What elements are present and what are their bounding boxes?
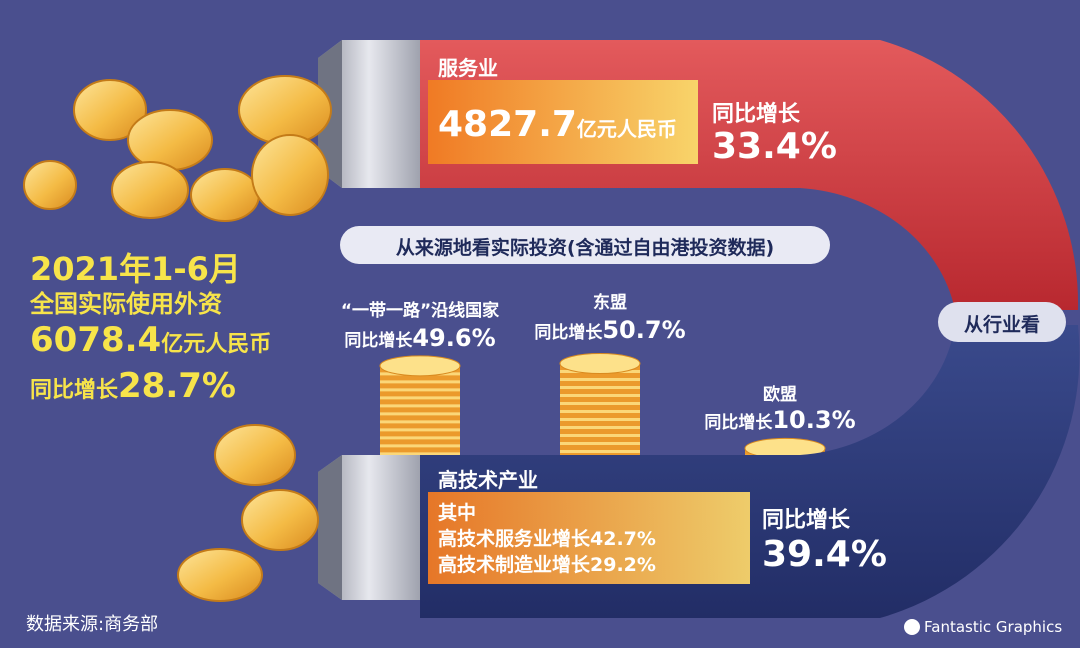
services-growth-value: 33.4% [712,126,837,167]
services-amount: 4827.7亿元人民币 [438,104,677,145]
region-growth-prefix: 同比增长 [344,331,413,351]
summary-amount-value: 6078.4 [30,320,162,360]
summary-subject: 全国实际使用外资 [30,290,222,318]
brand-name: Fantastic Graphics [924,618,1063,636]
panda-icon [904,619,920,635]
hightech-detail-panel [428,492,750,584]
hightech-title: 高技术产业 [438,468,538,492]
hightech-growth-label: 同比增长 [762,508,851,533]
region-name-eu: 欧盟 [763,385,797,405]
source-view-label: 从来源地看实际投资(含通过自由港投资数据) [395,237,775,259]
coin-stack-0 [379,355,461,472]
hightech-growth-value: 39.4% [762,534,887,575]
region-name-asean: 东盟 [593,293,627,313]
hightech-detail-line1: 其中 [438,502,477,524]
source-note: 数据来源:商务部 [26,614,159,635]
region-growth-value: 10.3% [772,406,856,434]
region-growth-prefix: 同比增长 [704,413,773,433]
upper-pole-tip [318,40,420,188]
hightech-detail-line3: 高技术制造业增长29.2% [438,554,656,576]
services-growth-label: 同比增长 [712,102,801,127]
region-growth-value: 49.6% [412,324,496,352]
summary-growth-label: 同比增长 [30,378,119,403]
region-growth-asean: 同比增长50.7% [520,316,700,344]
region-growth-prefix: 同比增长 [534,323,603,343]
source-view-pill [340,226,830,264]
coin-stack-1 [559,353,641,470]
region-growth-belt-road: 同比增长49.6% [330,324,510,352]
coin-pile-bottom-left [177,424,319,602]
services-title: 服务业 [438,56,498,80]
summary-period: 2021年1-6月 [30,250,241,288]
region-name-belt-road: “一带一路”沿线国家 [340,301,500,321]
summary-growth: 同比增长28.7% [30,366,236,406]
industry-view-label: 从行业看 [963,314,1040,336]
industry-view-pill [938,302,1066,342]
region-growth-value: 50.7% [602,316,686,344]
coin-pile-top-left [23,75,332,222]
region-growth-eu: 同比增长10.3% [690,406,870,434]
brand-mark: Fantastic Graphics [904,618,1062,636]
coin-stack-top [559,353,641,375]
services-amount-value: 4827.7 [438,104,577,145]
hightech-detail-line2: 高技术服务业增长42.7% [438,528,656,550]
services-amount-unit: 亿元人民币 [576,117,677,141]
summary-growth-value: 28.7% [118,366,236,406]
coin-stack-top [379,355,461,377]
summary-amount: 6078.4亿元人民币 [30,320,271,360]
lower-pole-tip [318,455,420,600]
services-amount-panel [428,80,698,164]
summary-amount-unit: 亿元人民币 [161,332,272,357]
